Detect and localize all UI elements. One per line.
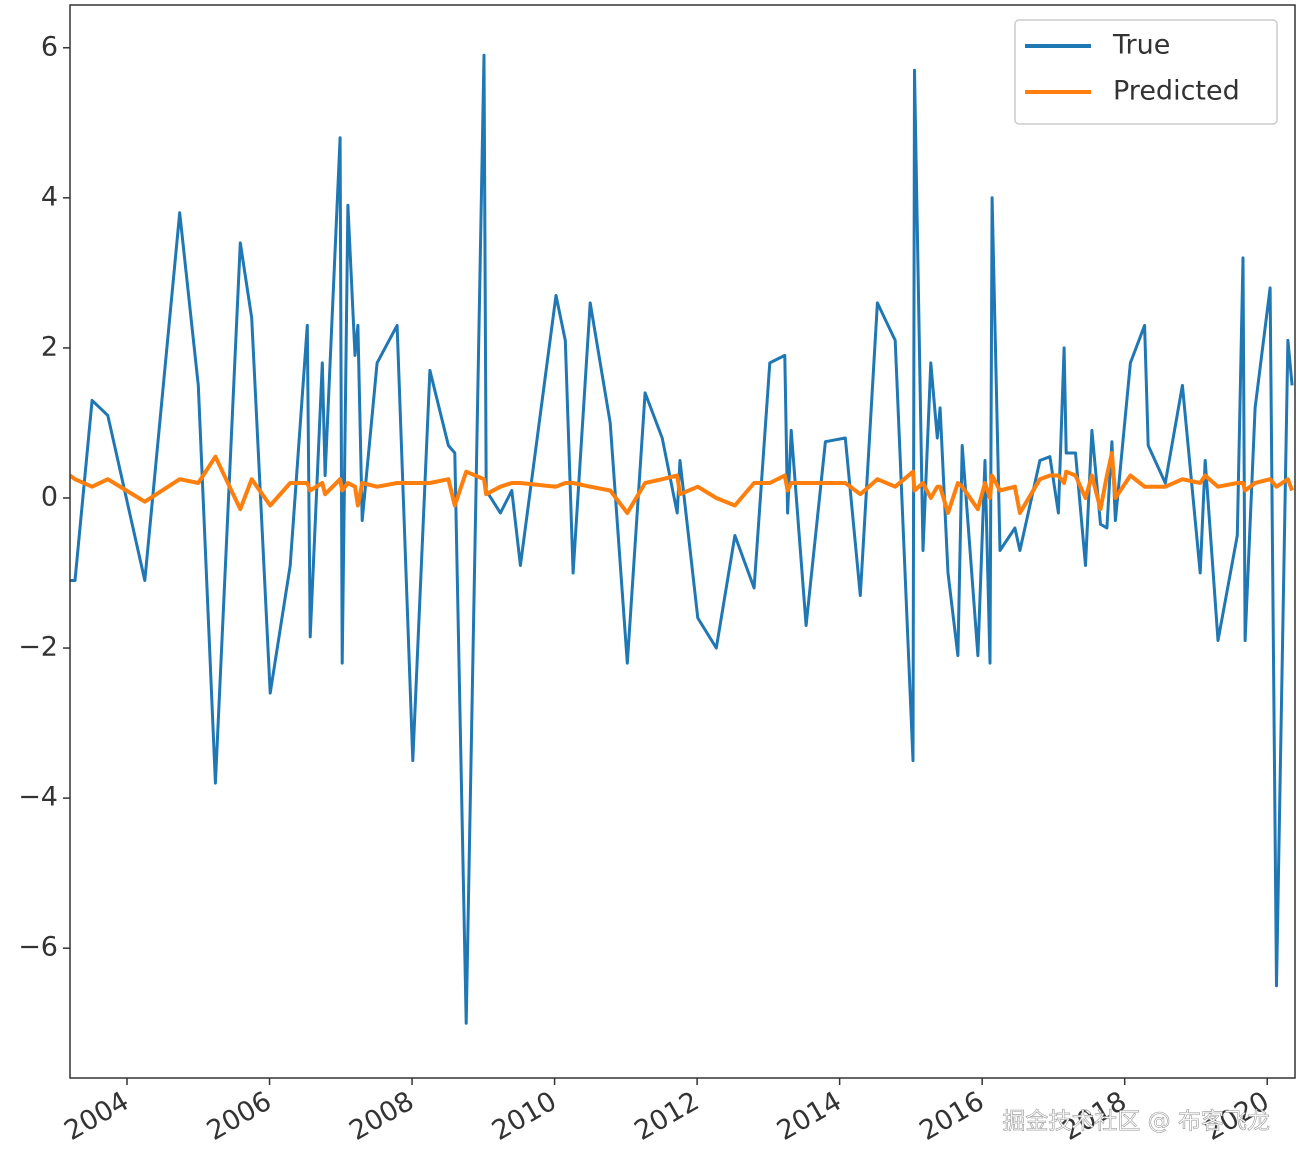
axes-frame [69, 4, 1296, 1079]
x-tick-label: 2012 [629, 1086, 704, 1147]
y-tick-label: 6 [41, 31, 58, 62]
x-tick-label: 2016 [914, 1086, 989, 1147]
y-tick-label: 0 [41, 481, 58, 512]
x-tick-label: 2014 [772, 1086, 847, 1147]
legend-label: Predicted [1113, 76, 1240, 107]
legend-label: True [1112, 30, 1170, 61]
y-tick-label: −6 [18, 932, 58, 963]
y-tick-label: 2 [41, 331, 58, 362]
data-line [70, 53, 1294, 1025]
x-tick-label: 2006 [202, 1086, 277, 1147]
x-tick-label: 2004 [59, 1086, 134, 1147]
y-tick-label: 4 [41, 181, 58, 212]
data-line [70, 451, 1294, 515]
x-tick-label: 2010 [487, 1086, 562, 1147]
watermark: 掘金技术社区 @ 布客飞龙 [1002, 1109, 1270, 1135]
plot-area [70, 53, 1294, 1025]
y-tick-label: −4 [18, 782, 58, 813]
y-tick-label: −2 [18, 632, 58, 663]
x-tick-label: 2008 [344, 1086, 419, 1147]
